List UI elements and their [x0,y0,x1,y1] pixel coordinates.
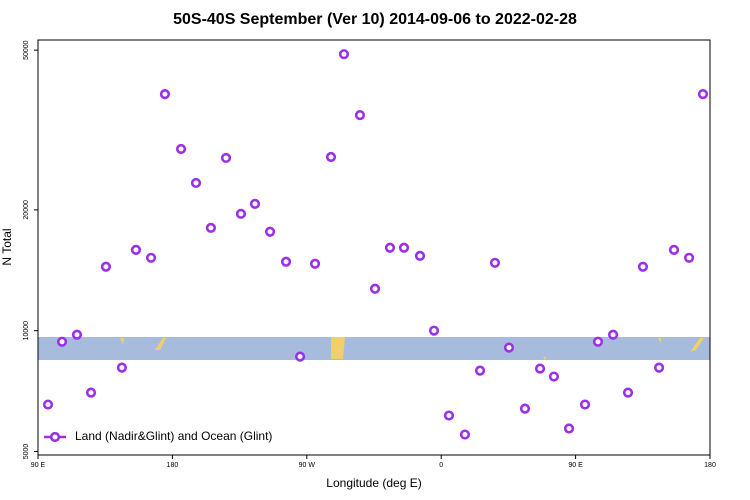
point [534,363,546,374]
y-tick-label: 5000 [23,444,30,460]
point [159,89,171,100]
point [85,387,97,398]
point [563,423,575,434]
y-tick-label: 50000 [23,40,30,60]
point [398,242,410,253]
point [71,329,83,340]
point [489,257,501,268]
point [519,403,531,414]
point [668,244,680,255]
x-axis-label: Longitude (deg E) [326,476,421,490]
point [100,261,112,272]
point [205,222,217,233]
x-tick-label: 90 E [31,462,46,469]
point [637,261,649,272]
point [369,283,381,294]
x-tick-label: 0 [439,462,443,469]
x-tick-label: 180 [167,462,179,469]
point [338,49,350,60]
point [414,250,426,261]
point [443,410,455,421]
point [249,198,261,209]
point [264,226,276,237]
point [622,387,634,398]
point [607,329,619,340]
point [294,351,306,362]
point [384,242,396,253]
point [116,362,128,373]
plot-frame [37,39,711,456]
point [579,399,591,410]
point [592,336,604,347]
point [190,177,202,189]
point [42,399,54,410]
y-tick-label: 20000 [23,200,30,220]
y-axis-label: N Total [0,228,14,265]
x-tick-label: 90 W [299,462,316,469]
x-tick-label: 180 [704,462,716,469]
point [130,244,142,255]
point [474,365,486,376]
point [56,336,68,347]
point [280,256,292,267]
point [235,208,247,219]
x-tick-label: 90 E [568,462,583,469]
point [428,325,440,336]
point [175,143,187,155]
point [548,371,560,382]
y-tick-label: 10000 [23,321,30,341]
point [309,258,321,269]
point [354,109,366,121]
point [325,151,337,163]
point [220,152,232,164]
point [459,429,471,440]
legend-marker [49,431,61,443]
chart-title: 50S-40S September (Ver 10) 2014-09-06 to… [173,11,577,28]
legend-label: Land (Nadir&Glint) and Ocean (Glint) [75,429,272,443]
map-strip [38,337,710,360]
point [683,252,695,263]
point [503,342,515,353]
point [145,252,157,263]
point [653,362,665,373]
point [697,89,709,100]
